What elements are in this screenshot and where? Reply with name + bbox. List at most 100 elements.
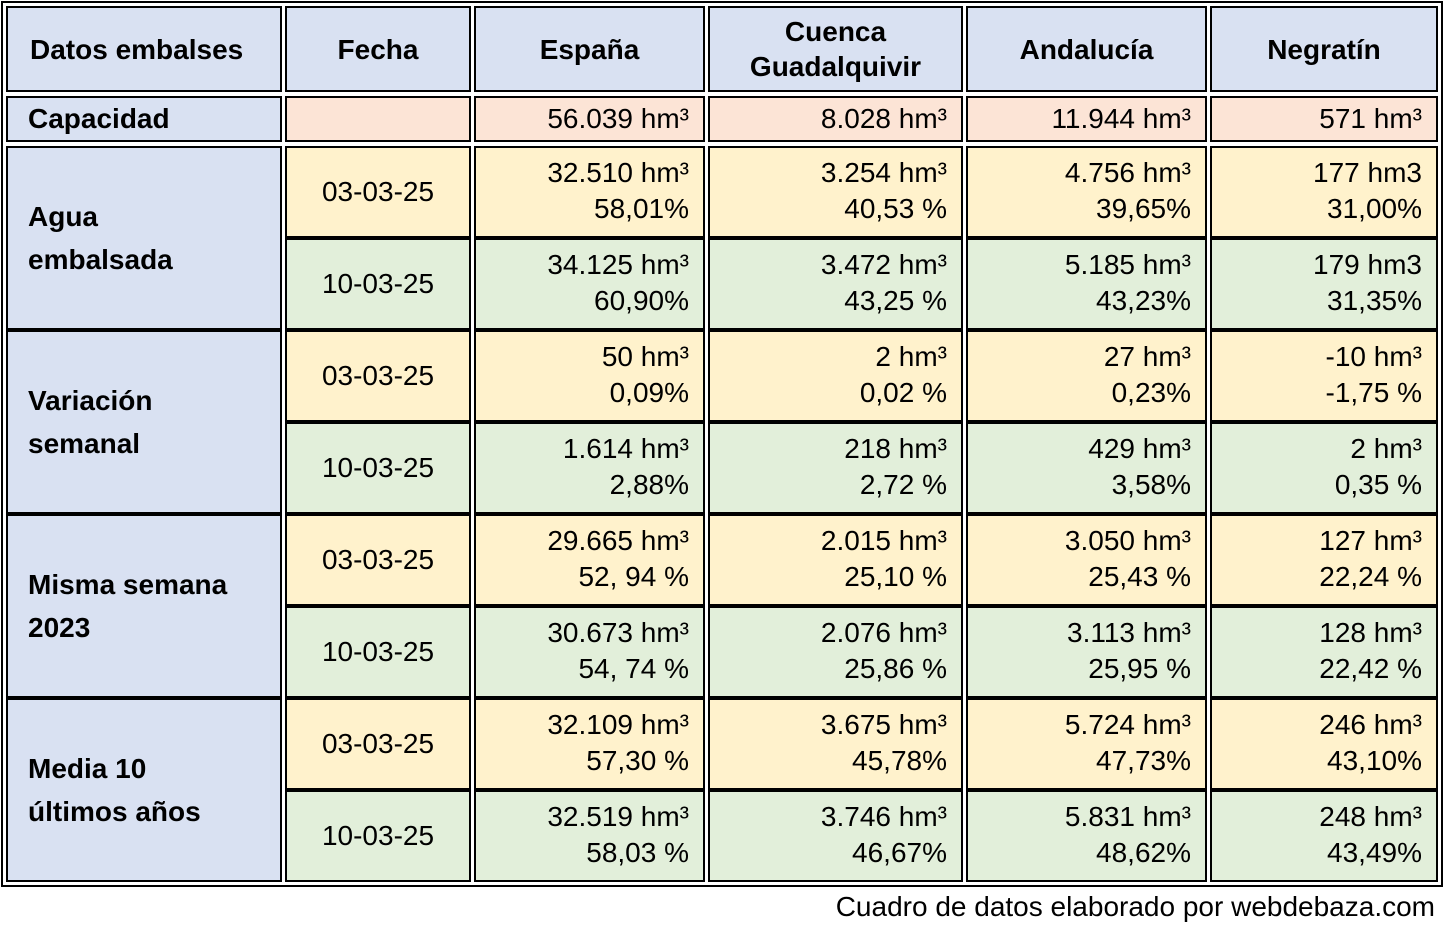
percent-value: 25,43 % — [1088, 561, 1191, 593]
volume-value: 246 hm³ — [1319, 709, 1422, 740]
value-cell: 30.673 hm³ 54, 74 % — [474, 606, 705, 698]
volume-value: 5.185 hm³ — [1064, 249, 1191, 280]
credit-line: Cuadro de datos elaborado por webdebaza.… — [1, 887, 1443, 923]
section-label-agua-embalsada: Agua embalsada — [6, 146, 282, 330]
value-cell: 32.510 hm³ 58,01% — [474, 146, 705, 238]
value-cell: 5.724 hm³ 47,73% — [966, 698, 1207, 790]
volume-value: 3.254 hm³ — [820, 157, 947, 188]
value-cell: 50 hm³ 0,09% — [474, 330, 705, 422]
volume-value: 27 hm³ — [1103, 341, 1191, 372]
volume-value: 3.746 hm³ — [820, 801, 947, 832]
percent-value: 40,53 % — [844, 193, 947, 225]
value-cell: 248 hm³ 43,49% — [1210, 790, 1438, 882]
volume-value: 1.614 hm³ — [562, 433, 689, 464]
volume-value: 30.673 hm³ — [547, 617, 689, 648]
volume-value: 429 hm³ — [1088, 433, 1191, 464]
volume-value: 179 hm3 — [1313, 249, 1422, 280]
date-cell: 10-03-25 — [285, 790, 471, 882]
volume-value: 218 hm³ — [844, 433, 947, 464]
table-grid: Datos embalses Fecha España Cuenca Guada… — [6, 6, 1438, 882]
percent-value: 52, 94 % — [578, 561, 689, 593]
volume-value: 34.125 hm³ — [547, 249, 689, 280]
value-cell: 3.050 hm³ 25,43 % — [966, 514, 1207, 606]
percent-value: 0,09% — [609, 377, 689, 409]
volume-value: 2 hm³ — [1350, 433, 1422, 464]
value-cell: 1.614 hm³ 2,88% — [474, 422, 705, 514]
volume-value: 3.113 hm³ — [1067, 617, 1191, 648]
value-cell: 3.746 hm³ 46,67% — [708, 790, 963, 882]
percent-value: 43,25 % — [844, 285, 947, 317]
percent-value: 0,35 % — [1334, 469, 1422, 501]
value-cell: -10 hm³ -1,75 % — [1210, 330, 1438, 422]
percent-value: 22,42 % — [1319, 653, 1422, 685]
percent-value: 31,00% — [1327, 193, 1422, 225]
date-cell: 03-03-25 — [285, 698, 471, 790]
volume-value: 3.675 hm³ — [820, 709, 947, 740]
percent-value: 47,73% — [1096, 745, 1191, 777]
capacity-value-cell: 571 hm³ — [1210, 96, 1438, 142]
section-label-misma-semana-2023: Misma semana 2023 — [6, 514, 282, 698]
volume-value: 5.831 hm³ — [1064, 801, 1191, 832]
value-cell: 5.831 hm³ 48,62% — [966, 790, 1207, 882]
percent-value: -1,75 % — [1325, 377, 1423, 409]
percent-value: 0,02 % — [859, 377, 947, 409]
date-cell: 03-03-25 — [285, 514, 471, 606]
percent-value: 2,88% — [609, 469, 689, 501]
value-cell: 179 hm3 31,35% — [1210, 238, 1438, 330]
date-cell: 10-03-25 — [285, 606, 471, 698]
value-cell: 5.185 hm³ 43,23% — [966, 238, 1207, 330]
volume-value: 32.109 hm³ — [547, 709, 689, 740]
percent-value: 39,65% — [1096, 193, 1191, 225]
value-cell: 4.756 hm³ 39,65% — [966, 146, 1207, 238]
capacity-fecha-cell — [285, 96, 471, 142]
value-cell: 2.015 hm³ 25,10 % — [708, 514, 963, 606]
percent-value: 43,10% — [1327, 745, 1422, 777]
value-cell: 246 hm³ 43,10% — [1210, 698, 1438, 790]
value-cell: 29.665 hm³ 52, 94 % — [474, 514, 705, 606]
value-cell: 2 hm³ 0,35 % — [1210, 422, 1438, 514]
value-cell: 127 hm³ 22,24 % — [1210, 514, 1438, 606]
percent-value: 57,30 % — [586, 745, 689, 777]
value-cell: 3.472 hm³ 43,25 % — [708, 238, 963, 330]
value-cell: 128 hm³ 22,42 % — [1210, 606, 1438, 698]
capacity-value-cell: 11.944 hm³ — [966, 96, 1207, 142]
col-header-espana: España — [474, 6, 705, 92]
volume-value: 3.472 hm³ — [820, 249, 947, 280]
value-cell: 34.125 hm³ 60,90% — [474, 238, 705, 330]
percent-value: 43,23% — [1096, 285, 1191, 317]
value-cell: 2.076 hm³ 25,86 % — [708, 606, 963, 698]
percent-value: 25,95 % — [1088, 653, 1191, 685]
percent-value: 22,24 % — [1319, 561, 1422, 593]
value-cell: 218 hm³ 2,72 % — [708, 422, 963, 514]
percent-value: 25,86 % — [844, 653, 947, 685]
percent-value: 46,67% — [852, 837, 947, 869]
percent-value: 58,03 % — [586, 837, 689, 869]
volume-value: 32.510 hm³ — [547, 157, 689, 188]
volume-value: 29.665 hm³ — [547, 525, 689, 556]
volume-value: 2.015 hm³ — [820, 525, 947, 556]
value-cell: 3.113 hm³ 25,95 % — [966, 606, 1207, 698]
value-cell: 2 hm³ 0,02 % — [708, 330, 963, 422]
value-cell: 32.519 hm³ 58,03 % — [474, 790, 705, 882]
value-cell: 3.675 hm³ 45,78% — [708, 698, 963, 790]
volume-value: -10 hm³ — [1325, 341, 1422, 372]
percent-value: 45,78% — [852, 745, 947, 777]
volume-value: 50 hm³ — [601, 341, 689, 372]
volume-value: 4.756 hm³ — [1064, 157, 1191, 188]
percent-value: 60,90% — [594, 285, 689, 317]
volume-value: 5.724 hm³ — [1064, 709, 1191, 740]
col-header-datos-embalses: Datos embalses — [6, 6, 282, 92]
percent-value: 31,35% — [1327, 285, 1422, 317]
value-cell: 3.254 hm³ 40,53 % — [708, 146, 963, 238]
volume-value: 177 hm3 — [1313, 157, 1422, 188]
col-header-fecha: Fecha — [285, 6, 471, 92]
percent-value: 58,01% — [594, 193, 689, 225]
date-cell: 10-03-25 — [285, 238, 471, 330]
volume-value: 2 hm³ — [875, 341, 947, 372]
percent-value: 54, 74 % — [578, 653, 689, 685]
percent-value: 2,72 % — [859, 469, 947, 501]
capacity-value-cell: 56.039 hm³ — [474, 96, 705, 142]
percent-value: 48,62% — [1096, 837, 1191, 869]
value-cell: 429 hm³ 3,58% — [966, 422, 1207, 514]
col-header-negratin: Negratín — [1210, 6, 1438, 92]
